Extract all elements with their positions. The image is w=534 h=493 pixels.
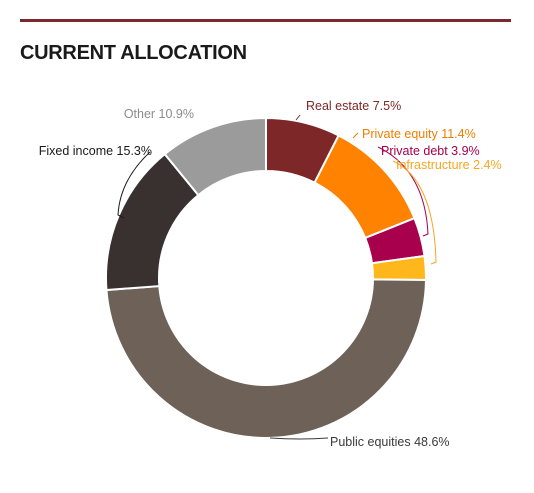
label-fixed-income: Fixed income 15.3% — [39, 144, 152, 158]
connector-fixed-income — [117, 151, 151, 219]
donut-segments — [105, 116, 428, 439]
slice-other — [163, 116, 267, 197]
connector-private-debt — [377, 146, 429, 237]
label-private-debt: Private debt 3.9% — [381, 144, 480, 158]
label-infrastructure: Infrastructure 2.4% — [396, 158, 502, 172]
label-connectors — [117, 114, 437, 440]
label-real-estate: Real estate 7.5% — [306, 99, 401, 113]
connector-public-equities — [269, 437, 329, 440]
label-private-equity: Private equity 11.4% — [362, 127, 476, 141]
connector-infrastructure — [392, 160, 437, 265]
connector-private-equity — [352, 132, 359, 139]
label-other: Other 10.9% — [124, 107, 194, 121]
top-rule — [20, 19, 511, 22]
segment-labels: Real estate 7.5% Private equity 11.4% Priv… — [39, 99, 502, 449]
slice-public-equities — [105, 278, 428, 439]
chart-title: CURRENT ALLOCATION — [20, 42, 247, 64]
connector-real-estate — [295, 114, 301, 121]
label-public-equities: Public equities 48.6% — [330, 435, 450, 449]
